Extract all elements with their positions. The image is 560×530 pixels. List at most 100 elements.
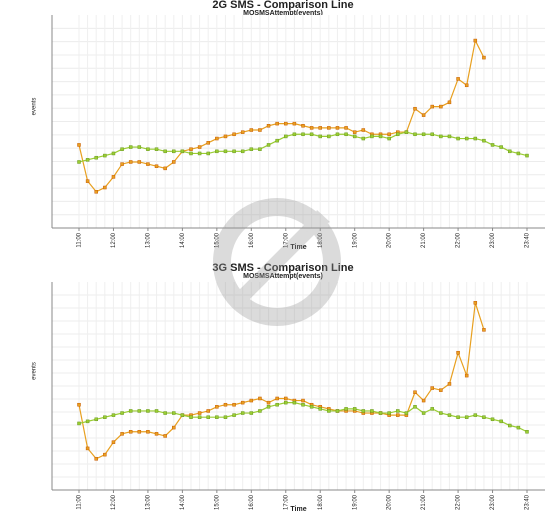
data-point	[482, 328, 486, 332]
data-point	[258, 409, 262, 413]
data-point	[421, 132, 426, 137]
data-point	[77, 143, 81, 147]
data-point	[525, 430, 529, 434]
data-point	[180, 413, 185, 417]
data-point	[309, 405, 314, 409]
data-point	[344, 126, 348, 130]
data-point	[301, 398, 305, 403]
x-axis-title: Time	[290, 506, 306, 513]
data-point	[447, 382, 452, 386]
x-tick-label: 19:00	[352, 494, 358, 510]
data-point	[266, 400, 271, 405]
data-point	[301, 132, 305, 137]
x-tick-label: 14:00	[180, 494, 186, 510]
data-point	[404, 130, 409, 134]
data-point	[456, 136, 460, 141]
data-point	[180, 149, 185, 154]
x-tick-label: 15:00	[214, 494, 220, 510]
data-point	[335, 409, 340, 413]
x-tick-label: 12:00	[111, 232, 117, 248]
data-point	[387, 411, 391, 415]
x-tick-label: 23:40	[525, 494, 531, 510]
data-point	[284, 121, 288, 126]
x-tick-label: 14:00	[180, 232, 186, 248]
data-point	[482, 55, 486, 60]
data-point	[249, 128, 254, 132]
data-point	[240, 130, 245, 134]
data-point	[111, 175, 116, 179]
data-point	[352, 134, 357, 139]
data-point	[352, 407, 357, 411]
x-tick-label: 11:00	[77, 232, 83, 247]
data-point	[447, 100, 452, 105]
data-point	[197, 145, 202, 149]
data-point	[456, 415, 460, 419]
data-point	[223, 415, 228, 419]
data-point	[223, 402, 228, 407]
data-point	[137, 160, 142, 164]
data-point	[430, 407, 434, 411]
data-point	[120, 147, 124, 151]
data-point	[318, 126, 322, 130]
y-axis-title: events	[32, 98, 38, 116]
data-point	[172, 149, 176, 154]
data-point	[197, 415, 202, 419]
data-point	[396, 409, 400, 413]
data-point	[464, 373, 469, 378]
data-point	[128, 409, 133, 413]
data-point	[292, 400, 297, 405]
data-point	[266, 124, 271, 128]
data-point	[499, 419, 503, 424]
data-point	[387, 136, 391, 141]
data-point	[94, 190, 98, 194]
data-point	[473, 38, 478, 43]
data-point	[94, 457, 98, 461]
data-point	[146, 162, 150, 166]
data-point	[154, 432, 159, 436]
x-tick-label: 21:00	[421, 232, 427, 248]
data-point	[378, 411, 383, 415]
data-point	[154, 409, 159, 413]
data-point	[189, 415, 193, 419]
data-point	[335, 132, 340, 137]
x-tick-label: 17:00	[283, 494, 289, 510]
data-point	[421, 411, 426, 415]
data-point	[206, 409, 210, 413]
data-point	[482, 138, 486, 143]
x-tick-label: 18:00	[318, 232, 324, 248]
data-point	[215, 415, 219, 419]
data-point	[120, 411, 124, 415]
x-tick-label: 22:00	[456, 232, 462, 248]
x-tick-label: 15:00	[214, 232, 220, 248]
data-point	[421, 398, 426, 403]
data-point	[327, 126, 331, 130]
data-point	[473, 301, 478, 305]
data-point	[94, 155, 98, 160]
x-tick-label: 23:40	[525, 232, 531, 248]
data-point	[215, 405, 219, 409]
data-point	[103, 452, 107, 457]
data-point	[327, 409, 331, 413]
data-point	[378, 134, 383, 139]
data-point	[447, 134, 452, 139]
x-tick-label: 12:00	[111, 494, 117, 510]
data-point	[258, 147, 262, 151]
data-point	[447, 413, 452, 417]
data-point	[473, 413, 478, 417]
x-tick-label: 22:00	[456, 494, 462, 510]
x-tick-label: 11:00	[77, 494, 83, 509]
data-point	[464, 136, 469, 141]
data-point	[206, 415, 210, 419]
data-point	[387, 132, 391, 137]
data-point	[189, 151, 193, 156]
chart-subtitle: MOSMSAttempt(events)	[243, 10, 323, 17]
data-point	[413, 106, 417, 111]
data-point	[85, 419, 90, 424]
x-tick-label: 23:00	[490, 232, 496, 248]
data-point	[137, 145, 142, 149]
data-point	[85, 158, 90, 162]
data-point	[77, 160, 81, 164]
data-point	[128, 145, 133, 149]
data-point	[128, 160, 133, 164]
